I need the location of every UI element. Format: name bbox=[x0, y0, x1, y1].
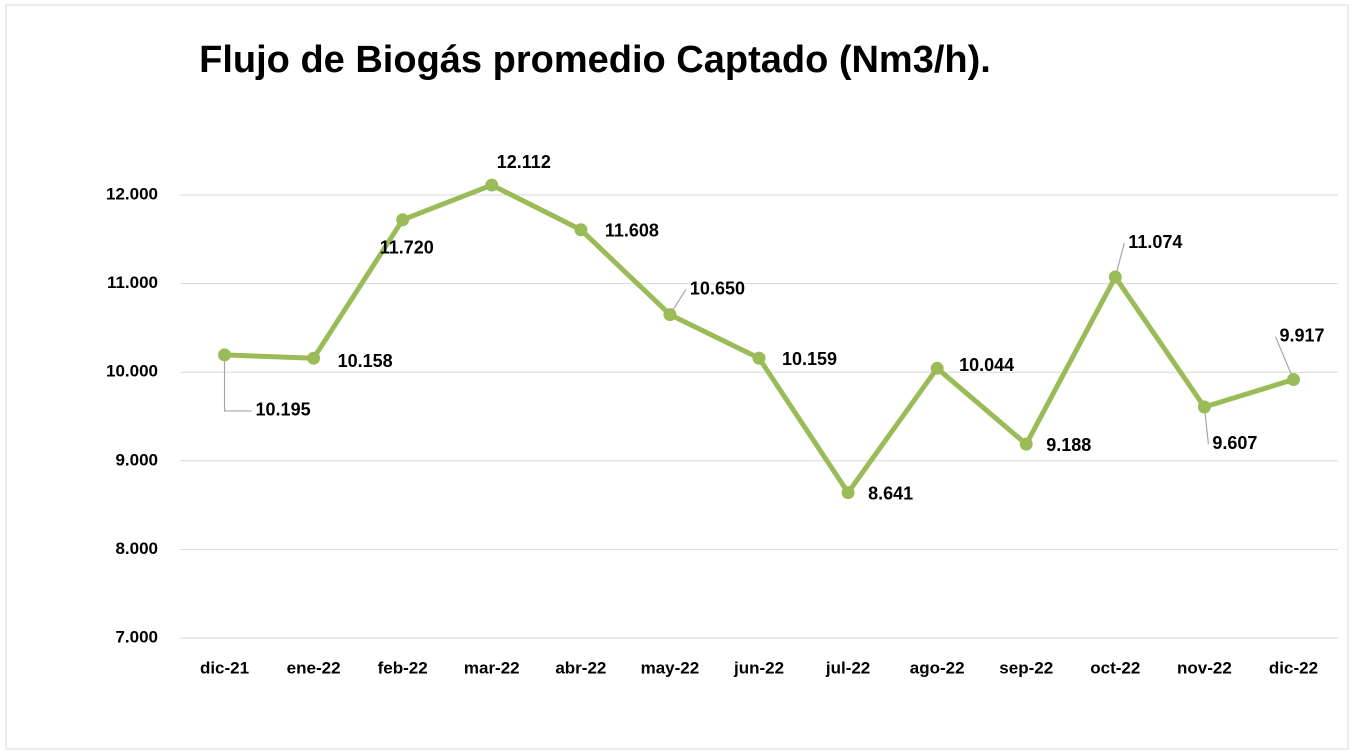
data-point bbox=[663, 308, 677, 322]
x-tick-label: sep-22 bbox=[999, 658, 1053, 677]
y-tick-label: 12.000 bbox=[106, 184, 158, 203]
x-tick-label: jul-22 bbox=[825, 658, 870, 677]
x-tick-label: dic-22 bbox=[1269, 658, 1318, 677]
data-label: 10.044 bbox=[959, 355, 1014, 375]
x-tick-label: jun-22 bbox=[733, 658, 784, 677]
data-point bbox=[218, 348, 232, 362]
leader-line bbox=[223, 354, 252, 412]
data-point bbox=[1286, 373, 1300, 387]
data-point bbox=[1108, 270, 1122, 284]
data-label: 10.650 bbox=[690, 278, 745, 298]
x-tick-label: oct-22 bbox=[1090, 658, 1140, 677]
data-point bbox=[1019, 437, 1033, 451]
x-tick-label: ene-22 bbox=[287, 658, 341, 677]
x-tick-label: dic-21 bbox=[200, 658, 249, 677]
x-tick-label: abr-22 bbox=[555, 658, 606, 677]
data-label: 10.159 bbox=[782, 349, 837, 369]
data-point bbox=[485, 178, 499, 192]
data-label: 9.607 bbox=[1212, 433, 1257, 453]
y-tick-label: 11.000 bbox=[107, 273, 158, 292]
data-point bbox=[752, 351, 766, 365]
x-tick-label: may-22 bbox=[641, 658, 700, 677]
data-point bbox=[1197, 400, 1211, 414]
data-label: 9.188 bbox=[1046, 435, 1091, 455]
data-label: 12.112 bbox=[497, 152, 551, 172]
data-point bbox=[396, 213, 410, 227]
y-tick-label: 9.000 bbox=[115, 450, 158, 469]
x-tick-label: ago-22 bbox=[910, 658, 965, 677]
x-tick-label: feb-22 bbox=[378, 658, 428, 677]
data-point bbox=[574, 223, 588, 237]
data-label: 11.720 bbox=[380, 238, 434, 258]
data-label: 9.917 bbox=[1279, 325, 1324, 345]
y-tick-label: 8.000 bbox=[115, 539, 158, 558]
chart-title: Flujo de Biogás promedio Captado (Nm3/h)… bbox=[199, 39, 991, 81]
data-label: 8.641 bbox=[868, 483, 913, 503]
data-point bbox=[930, 361, 944, 375]
data-label: 11.608 bbox=[605, 220, 659, 240]
y-tick-label: 10.000 bbox=[106, 362, 158, 381]
data-label: 10.195 bbox=[256, 400, 311, 420]
data-point bbox=[307, 351, 321, 365]
y-tick-label: 7.000 bbox=[115, 627, 158, 646]
x-tick-label: nov-22 bbox=[1177, 658, 1232, 677]
chart-border bbox=[5, 4, 1349, 750]
data-point bbox=[841, 486, 855, 500]
x-tick-label: mar-22 bbox=[464, 658, 520, 677]
data-label: 11.074 bbox=[1128, 232, 1182, 252]
data-label: 10.158 bbox=[338, 351, 393, 371]
leader-line bbox=[1274, 336, 1295, 380]
